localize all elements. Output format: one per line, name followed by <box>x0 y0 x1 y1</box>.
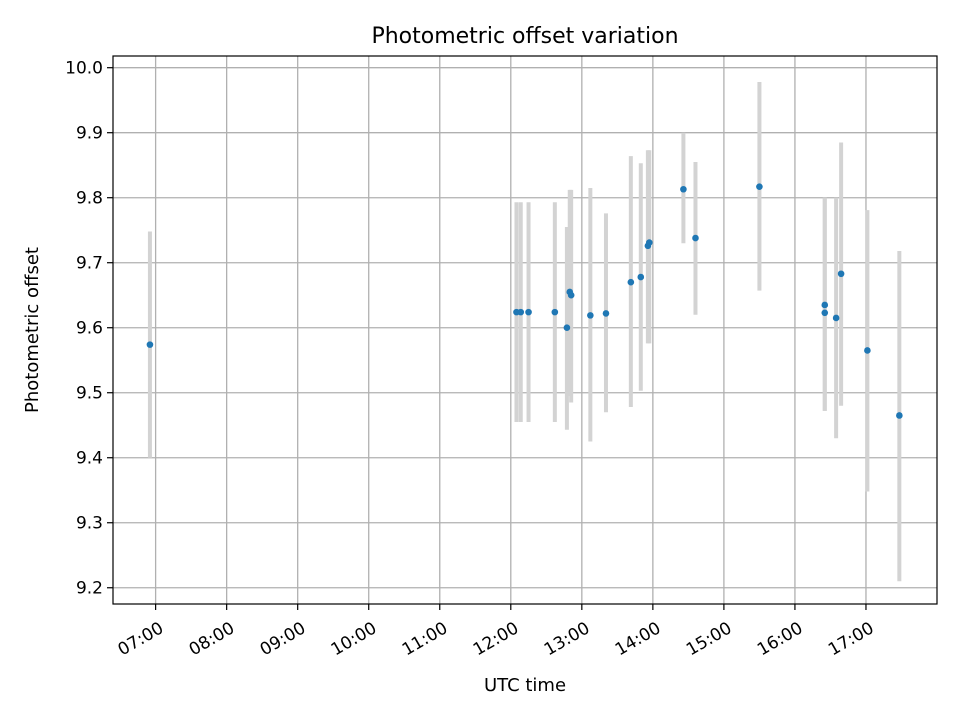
data-point <box>864 347 871 354</box>
y-tick-label: 9.2 <box>76 579 103 599</box>
data-point <box>567 291 575 299</box>
data-point <box>821 309 829 317</box>
data-point <box>837 270 845 278</box>
y-tick-label: 9.8 <box>76 189 103 209</box>
data-point <box>680 185 687 193</box>
y-axis-ticks: 9.2 9.3 9.4 9.5 9.6 9.7 9.8 9.9 10.0 <box>65 59 113 599</box>
data-point <box>692 234 699 242</box>
data-point <box>602 310 610 317</box>
data-point <box>517 308 525 316</box>
y-tick-label: 9.6 <box>76 319 103 339</box>
y-tick-label: 9.7 <box>76 254 103 274</box>
data-point <box>821 301 829 309</box>
data-point <box>646 239 653 246</box>
data-point <box>525 308 532 316</box>
data-point <box>146 341 154 348</box>
y-tick-label: 9.5 <box>76 384 103 404</box>
x-axis-label: UTC time <box>484 675 566 696</box>
y-tick-label: 9.4 <box>76 449 103 469</box>
data-point <box>563 324 571 332</box>
plot-frame <box>112 55 938 605</box>
grid <box>113 56 937 604</box>
data-point <box>627 278 635 286</box>
y-tick-label: 9.3 <box>76 514 103 534</box>
data-point <box>637 273 645 281</box>
y-axis-label: Photometric offset <box>22 247 43 413</box>
data-points <box>146 183 903 419</box>
y-tick-label: 10.0 <box>65 59 103 79</box>
data-point <box>551 308 559 316</box>
y-tick-label: 9.9 <box>76 124 103 144</box>
data-point <box>896 412 903 419</box>
chart-title: Photometric offset variation <box>371 24 678 49</box>
data-point <box>587 312 594 319</box>
data-point <box>756 183 763 190</box>
data-point <box>832 314 840 322</box>
